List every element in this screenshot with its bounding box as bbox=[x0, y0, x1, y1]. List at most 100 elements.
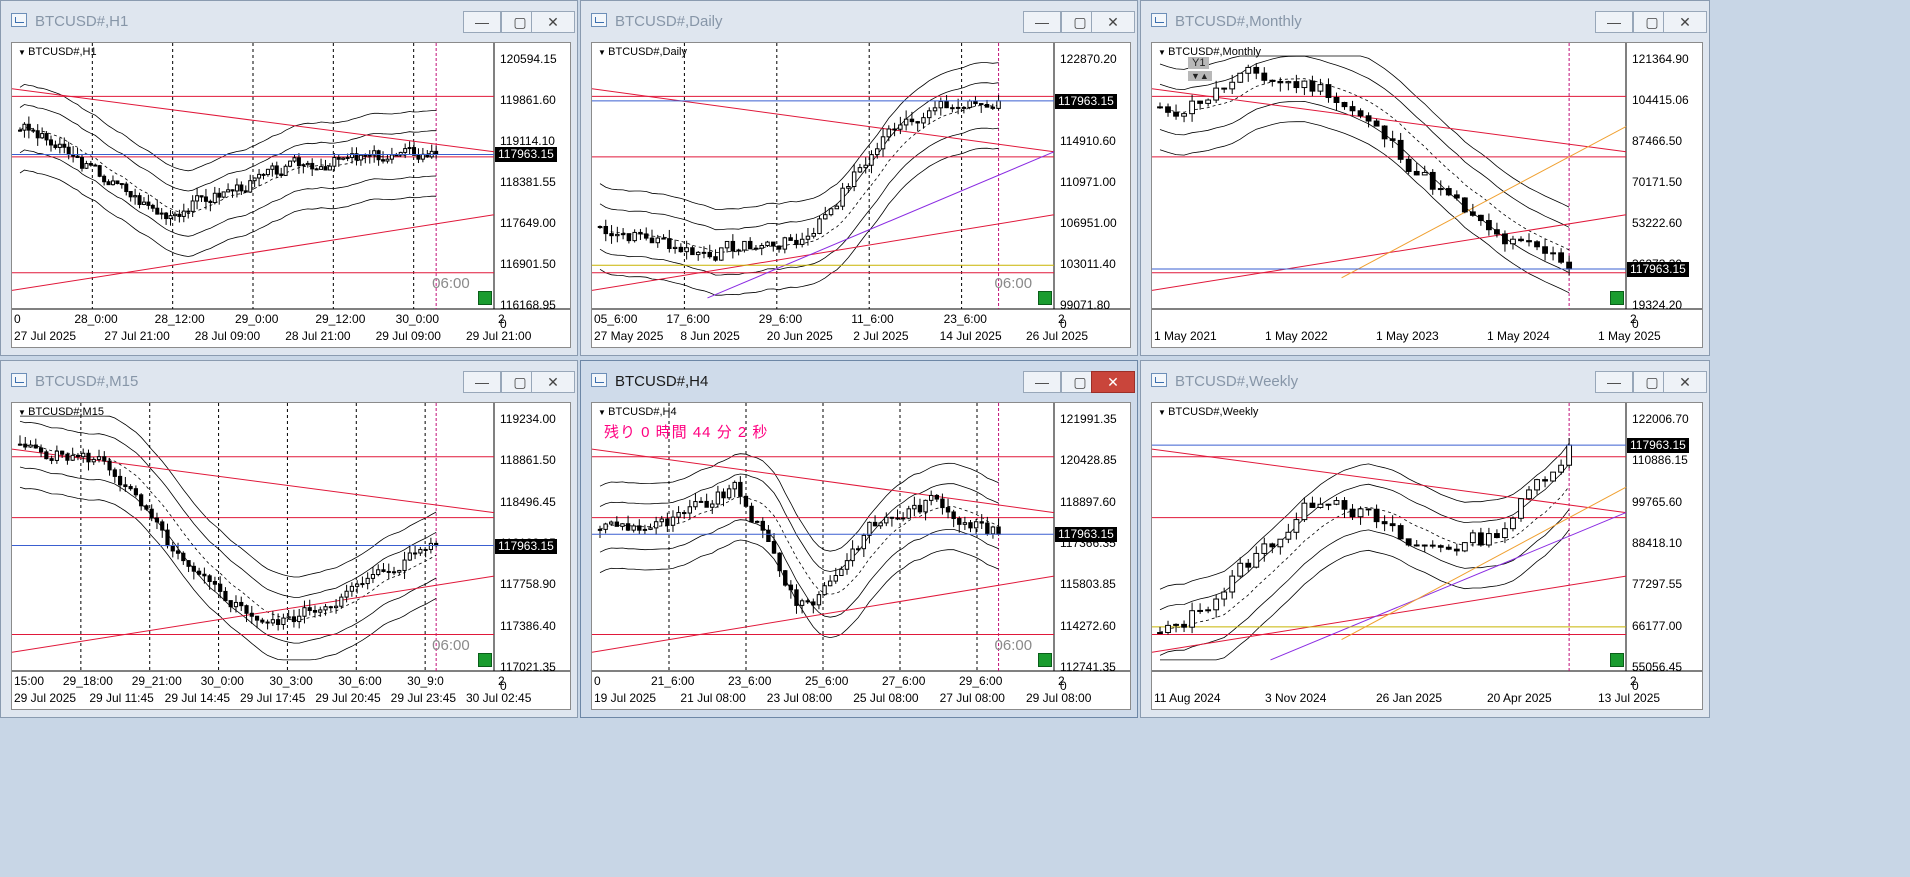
date-axis-label: 19 Jul 2025 bbox=[594, 691, 657, 705]
chart-symbol-label[interactable]: BTCUSD#,M15 bbox=[18, 406, 104, 418]
minimize-button[interactable]: — bbox=[1595, 11, 1633, 33]
trade-indicator-square[interactable] bbox=[1610, 653, 1624, 667]
price-axis-label: 121991.35 bbox=[1060, 412, 1117, 426]
candle-body bbox=[846, 185, 851, 189]
minimize-button[interactable]: — bbox=[1595, 371, 1633, 393]
y1-arrows[interactable]: ▼▲ bbox=[1188, 71, 1212, 81]
time-axis-label: 2 bbox=[498, 312, 505, 326]
candle-body bbox=[1221, 87, 1228, 90]
chart-canvas[interactable]: BTCUSD#,H4 残り 0 時間 44 分 2 秒 121991.35 12042… bbox=[591, 402, 1131, 710]
trade-indicator-square[interactable] bbox=[478, 653, 492, 667]
window-titlebar[interactable]: BTCUSD#,H1— ▢ ✕ bbox=[1, 1, 577, 41]
maximize-button[interactable]: ▢ bbox=[1633, 371, 1671, 393]
chart-window-daily[interactable]: BTCUSD#,Daily —▢✕ BTCUSD#,Daily 122870.20 11… bbox=[580, 0, 1138, 356]
window-titlebar[interactable]: BTCUSD#,Weekly — ▢ ✕ bbox=[1141, 361, 1709, 401]
chart-symbol-label[interactable]: BTCUSD#,Weekly bbox=[1158, 406, 1258, 418]
candle-body bbox=[906, 508, 911, 519]
candle-body bbox=[207, 575, 212, 583]
candle-body bbox=[788, 237, 793, 241]
time-axis-label: 2 bbox=[1630, 312, 1637, 326]
candle-body bbox=[1333, 500, 1340, 505]
minimize-button[interactable]: — bbox=[1023, 11, 1061, 33]
candle-body bbox=[643, 233, 649, 239]
candle-body bbox=[753, 247, 759, 250]
minimize-button[interactable]: — bbox=[463, 11, 501, 33]
date-axis-label: 1 May 2023 bbox=[1376, 329, 1439, 343]
close-button[interactable]: ✕ bbox=[1663, 11, 1707, 33]
candle-body bbox=[1494, 229, 1500, 235]
candle-body bbox=[318, 609, 323, 613]
price-axis-label: 117386.40 bbox=[500, 618, 556, 633]
chart-window-h4[interactable]: BTCUSD#,H4 —▢✕ BTCUSD#,H4 残り 0 時間 44 分 2 秒 1… bbox=[580, 360, 1138, 718]
candle-body bbox=[199, 195, 204, 198]
window-titlebar[interactable]: BTCUSD#,H4 — ▢ ✕ bbox=[581, 361, 1137, 401]
date-axis-label: 25 Jul 08:00 bbox=[853, 691, 919, 705]
trendline-purple bbox=[1270, 512, 1627, 661]
candle-body bbox=[1285, 531, 1292, 540]
close-button[interactable]: ✕ bbox=[531, 371, 575, 393]
chart-canvas[interactable]: BTCUSD#,Daily122870.20118850.20114910.60… bbox=[591, 42, 1131, 348]
chart-symbol-label[interactable]: BTCUSD#,Monthly bbox=[1158, 46, 1261, 58]
close-button[interactable]: ✕ bbox=[1663, 371, 1707, 393]
maximize-button[interactable]: ▢ bbox=[1061, 371, 1099, 393]
candle-body bbox=[254, 615, 260, 621]
session-time-label: 06:00 bbox=[994, 275, 1033, 292]
candle-body bbox=[1494, 533, 1500, 539]
candle-body bbox=[1397, 139, 1404, 160]
candle-body bbox=[423, 548, 428, 551]
candle-body bbox=[1365, 115, 1372, 122]
chart-symbol-label[interactable]: BTCUSD#,H1 bbox=[18, 46, 96, 58]
candle-body bbox=[1309, 502, 1316, 508]
minimize-button[interactable]: — bbox=[1023, 371, 1061, 393]
candle-body bbox=[79, 156, 84, 169]
price-axis-label: 99765.60 bbox=[1632, 494, 1683, 509]
chart-symbol-label[interactable]: BTCUSD#,Daily bbox=[598, 46, 687, 58]
candle-body bbox=[1413, 544, 1420, 547]
minimize-button[interactable]: — bbox=[463, 371, 501, 393]
chart-window-h1[interactable]: BTCUSD#,H1—▢✕BTCUSD#,H1120594.15119861.6… bbox=[0, 0, 578, 356]
maximize-button[interactable]: ▢ bbox=[1061, 11, 1099, 33]
chart-canvas[interactable]: BTCUSD#,Weekly 122006.70 110886.15 99765.60… bbox=[1151, 402, 1703, 710]
close-button[interactable]: ✕ bbox=[1091, 11, 1135, 33]
candle-body bbox=[137, 195, 142, 205]
close-button[interactable]: ✕ bbox=[1091, 371, 1135, 393]
candle-body bbox=[195, 195, 200, 202]
price-axis-label: 122870.20 bbox=[1060, 52, 1117, 66]
trade-indicator-square[interactable] bbox=[1038, 291, 1052, 305]
window-titlebar[interactable]: BTCUSD#,Daily — ▢ ✕ bbox=[581, 1, 1137, 41]
trendline-resistance bbox=[12, 448, 495, 514]
candle-body bbox=[212, 581, 218, 585]
candle-body bbox=[319, 166, 324, 170]
trade-indicator-square[interactable] bbox=[478, 291, 492, 305]
close-button[interactable]: ✕ bbox=[531, 11, 575, 33]
window-title: BTCUSD#,H4 bbox=[615, 373, 709, 390]
y1-marker[interactable]: Y1 bbox=[1188, 57, 1210, 69]
candle-body bbox=[1189, 100, 1195, 115]
chart-window-monthly[interactable]: BTCUSD#,Monthly—▢✕BTCUSD#,MonthlyY1▼▲121… bbox=[1140, 0, 1710, 356]
chart-symbol-label[interactable]: BTCUSD#,H4 bbox=[598, 406, 676, 418]
date-axis-label: 1 May 2021 bbox=[1154, 329, 1217, 343]
chart-canvas[interactable]: BTCUSD#,H1 120594.15 119861.60 119114.10 118… bbox=[11, 42, 571, 348]
candle-body bbox=[726, 488, 732, 499]
chart-canvas[interactable]: BTCUSD#,M15 119234.00 118861.50 118496.45 11… bbox=[11, 402, 571, 710]
candle-body bbox=[31, 129, 36, 132]
candle-body bbox=[1157, 106, 1163, 109]
window-titlebar[interactable]: BTCUSD#,M15— ▢ ✕ bbox=[1, 361, 577, 401]
chart-window-weekly[interactable]: BTCUSD#,Weekly —▢✕ BTCUSD#,Weekly 122006.70… bbox=[1140, 360, 1710, 718]
trade-indicator-square[interactable] bbox=[1610, 291, 1624, 305]
trade-indicator-square[interactable] bbox=[1038, 653, 1052, 667]
candle-body bbox=[665, 518, 670, 526]
candle-body bbox=[1237, 72, 1244, 83]
chart-svg bbox=[12, 43, 570, 310]
candle-body bbox=[701, 251, 707, 254]
chart-window-m15[interactable]: BTCUSD#,M15—▢✕BTCUSD#,M15119234.00118861… bbox=[0, 360, 578, 718]
candle-body bbox=[1437, 545, 1444, 548]
window-titlebar[interactable]: BTCUSD#,Monthly — ▢ ✕ bbox=[1141, 1, 1709, 41]
time-axis-label: 29_21:00 bbox=[131, 674, 182, 688]
candle-body bbox=[279, 173, 284, 176]
candle-body bbox=[283, 165, 288, 176]
candle-body bbox=[1373, 508, 1380, 523]
price-axis-label: 118496.45 bbox=[500, 494, 556, 509]
session-time-label: 06:00 bbox=[432, 275, 470, 292]
